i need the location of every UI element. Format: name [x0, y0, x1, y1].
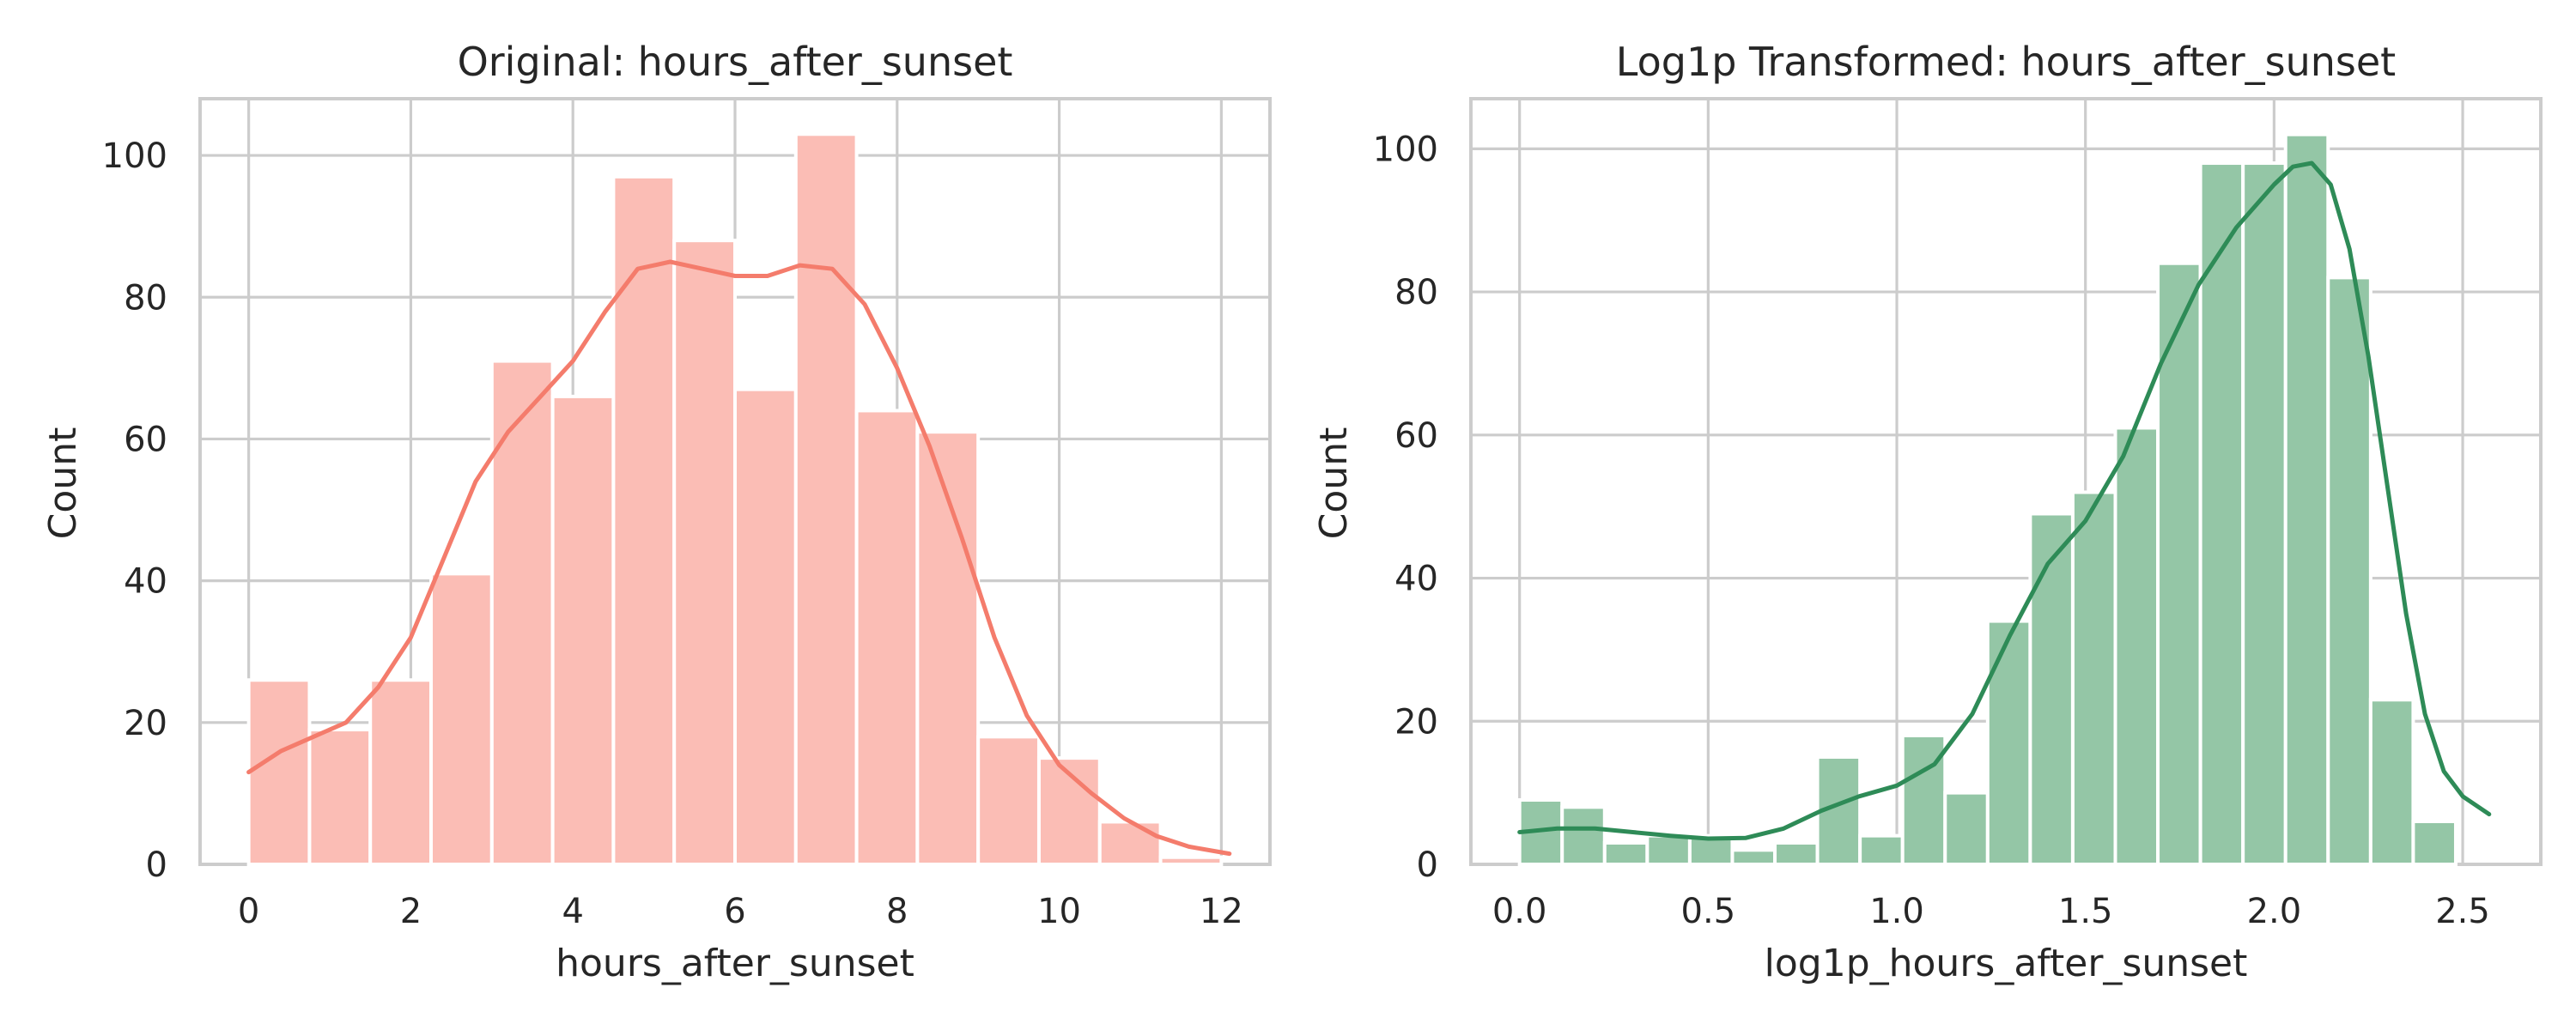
right-y-axis-label: Count: [1312, 427, 1356, 540]
left-x-tick-label-5: 10: [1037, 892, 1081, 931]
right-chart-title: Log1p Transformed: hours_after_sunset: [1616, 39, 2396, 85]
right-histogram-bar-16: [2198, 161, 2245, 867]
right-histogram-bar-11: [1985, 619, 2032, 866]
left-histogram-bar-0: [246, 678, 312, 867]
right-histogram-bar-8: [1858, 833, 1905, 867]
right-y-tick-label-2: 40: [1394, 560, 1438, 599]
left-y-tick-label-4: 80: [124, 278, 167, 318]
left-y-tick-label-1: 20: [124, 704, 167, 743]
left-y-tick-label-3: 60: [124, 420, 167, 459]
right-x-tick-label-3: 1.5: [2058, 892, 2113, 931]
left-histogram-bar-3: [429, 572, 494, 866]
right-y-tick-label-4: 80: [1394, 273, 1438, 312]
left-y-tick-label-2: 40: [124, 562, 167, 602]
right-histogram-bar-17: [2241, 161, 2287, 867]
right-histogram-bar-18: [2283, 132, 2330, 866]
left-chart-title: Original: hours_after_sunset: [458, 39, 1013, 85]
left-x-tick-label-1: 2: [400, 892, 422, 931]
right-x-tick-label-2: 1.0: [1869, 892, 1924, 931]
left-histogram-bar-12: [976, 735, 1041, 866]
right-histogram-bar-13: [2070, 490, 2117, 867]
left-y-tick-label-5: 100: [102, 136, 167, 176]
left-histogram-bar-4: [489, 359, 555, 866]
right-histogram-bar-2: [1602, 840, 1649, 867]
left-histogram-bar-15: [1158, 855, 1224, 866]
right-y-tick-label-0: 0: [1417, 845, 1438, 885]
left-histogram-bar-11: [915, 430, 981, 866]
left-histogram-bar-9: [793, 132, 859, 866]
left-histogram-bar-2: [368, 678, 434, 867]
right-y-tick-label-3: 60: [1394, 416, 1438, 456]
right-histogram-bar-1: [1560, 805, 1607, 866]
left-histogram-bar-1: [307, 728, 373, 867]
left-kde-curve: [246, 259, 1232, 857]
right-x-axis-label: log1p_hours_after_sunset: [1765, 942, 2248, 985]
left-histogram-bar-6: [611, 174, 677, 866]
right-panel: Log1p Transformed: hours_after_sunset 0.…: [1312, 39, 2543, 985]
right-histogram-bar-14: [2113, 426, 2160, 866]
left-histogram-bar-8: [733, 387, 798, 866]
right-histogram-bar-3: [1645, 833, 1692, 867]
left-histogram-bar-5: [550, 394, 616, 866]
left-y-tick-label-0: 0: [146, 845, 167, 885]
left-histogram-bar-14: [1097, 820, 1163, 867]
left-x-tick-label-4: 8: [886, 892, 908, 931]
right-x-tick-label-5: 2.5: [2435, 892, 2490, 931]
right-x-tick-label-1: 0.5: [1681, 892, 1736, 931]
right-histogram-bar-5: [1730, 848, 1777, 866]
left-panel: Original: hours_after_sunset 0 2 4 6 8 10 12 0 2…: [41, 39, 1272, 985]
right-x-tick-label-4: 2.0: [2247, 892, 2302, 931]
right-histogram-bar-21: [2411, 819, 2458, 867]
left-x-axis-label: hours_after_sunset: [556, 942, 914, 985]
left-x-tick-label-2: 4: [562, 892, 583, 931]
right-histogram-bar-9: [1900, 733, 1947, 866]
left-y-axis-label: Count: [41, 427, 85, 540]
right-histogram-bar-6: [1773, 840, 1820, 867]
right-histogram-bar-10: [1943, 791, 1990, 866]
right-histogram-bar-20: [2368, 698, 2415, 866]
right-y-tick-label-5: 100: [1373, 130, 1438, 169]
right-x-tick-label-0: 0.0: [1492, 892, 1547, 931]
right-histogram-bar-19: [2326, 276, 2372, 867]
right-y-tick-label-1: 20: [1394, 702, 1438, 742]
right-kde-curve: [1517, 161, 2492, 841]
left-x-tick-label-3: 6: [724, 892, 745, 931]
left-x-tick-label-0: 0: [238, 892, 259, 931]
left-histogram-bar-7: [672, 239, 737, 866]
left-x-tick-label-6: 12: [1200, 892, 1243, 931]
left-histogram-bar-10: [854, 409, 920, 866]
right-histogram-bar-15: [2156, 261, 2202, 866]
right-histogram-bar-12: [2028, 512, 2075, 867]
